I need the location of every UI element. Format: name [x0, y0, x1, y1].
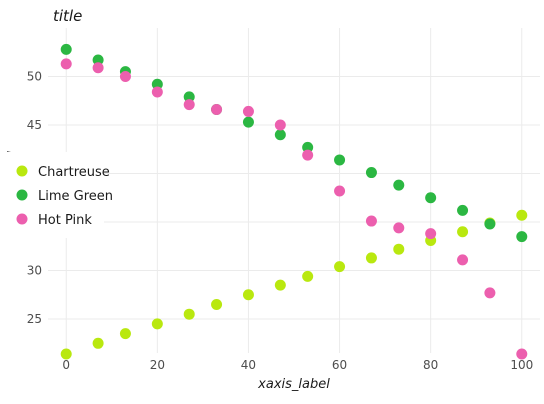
chartreuse-point	[183, 308, 195, 320]
lime-green-point	[516, 231, 528, 243]
hot-pink-point	[242, 105, 254, 117]
hot-pink-point	[516, 348, 528, 360]
hot-pink-point	[183, 99, 195, 111]
hot-pink-point	[365, 215, 377, 227]
lime-green-point	[393, 179, 405, 191]
lime-green-point	[60, 43, 72, 55]
chartreuse-point	[393, 243, 405, 255]
chartreuse-point	[151, 318, 163, 330]
lime-green-point	[151, 78, 163, 90]
lime-green-point	[365, 167, 377, 179]
chartreuse-point	[457, 226, 469, 238]
lime-green-point	[334, 154, 346, 166]
chartreuse-point	[365, 252, 377, 264]
chartreuse-point	[516, 209, 528, 221]
legend-marker	[16, 213, 28, 225]
hot-pink-point	[274, 119, 286, 131]
y-tick-label: 45	[27, 118, 42, 132]
hot-pink-point	[484, 287, 496, 299]
lime-green-point	[425, 192, 437, 204]
chartreuse-point	[274, 279, 286, 291]
chartreuse-point	[302, 270, 314, 282]
x-tick-label: 100	[510, 358, 533, 372]
x-tick-label: 80	[423, 358, 438, 372]
lime-green-point	[484, 218, 496, 230]
chartreuse-point	[60, 348, 72, 360]
lime-green-point	[183, 91, 195, 103]
x-axis-title: xaxis_label	[257, 377, 330, 392]
chartreuse-point	[92, 337, 104, 349]
hot-pink-point	[457, 254, 469, 266]
lime-green-point	[92, 54, 104, 66]
lime-green-point	[274, 129, 286, 141]
x-tick-label: 0	[62, 358, 70, 372]
legend-label: Hot Pink	[38, 213, 92, 228]
chartreuse-point	[242, 289, 254, 301]
legend-marker	[16, 165, 28, 177]
x-tick-label: 40	[241, 358, 256, 372]
legend: Chartreuse Lime Green Hot Pink	[4, 152, 113, 238]
hot-pink-point	[60, 58, 72, 70]
x-tick-label: 60	[332, 358, 347, 372]
lime-green-point	[457, 204, 469, 216]
hot-pink-point	[92, 62, 104, 74]
y-tick-label: 25	[27, 312, 42, 326]
lime-green-point	[242, 116, 254, 128]
y-tick-label: 50	[27, 70, 42, 84]
legend-marker	[16, 189, 28, 201]
data-layer	[60, 43, 528, 360]
hot-pink-point	[119, 71, 131, 83]
series-chartreuse	[60, 209, 528, 360]
lime-green-point	[302, 141, 314, 153]
series-lime-green	[60, 43, 528, 243]
y-tick-label: 30	[27, 264, 42, 278]
series-hot-pink	[60, 58, 528, 360]
x-tick-label: 20	[150, 358, 165, 372]
chartreuse-point	[119, 328, 131, 340]
hot-pink-point	[211, 103, 223, 115]
chartreuse-point	[211, 298, 223, 310]
chartreuse-point	[334, 261, 346, 273]
chart-title: title	[53, 7, 82, 25]
hot-pink-point	[334, 185, 346, 197]
hot-pink-point	[151, 86, 163, 98]
legend-label: Lime Green	[38, 189, 113, 204]
hot-pink-point	[425, 228, 437, 240]
hot-pink-point	[302, 149, 314, 161]
hot-pink-point	[393, 222, 405, 234]
legend-label: Chartreuse	[38, 165, 110, 180]
